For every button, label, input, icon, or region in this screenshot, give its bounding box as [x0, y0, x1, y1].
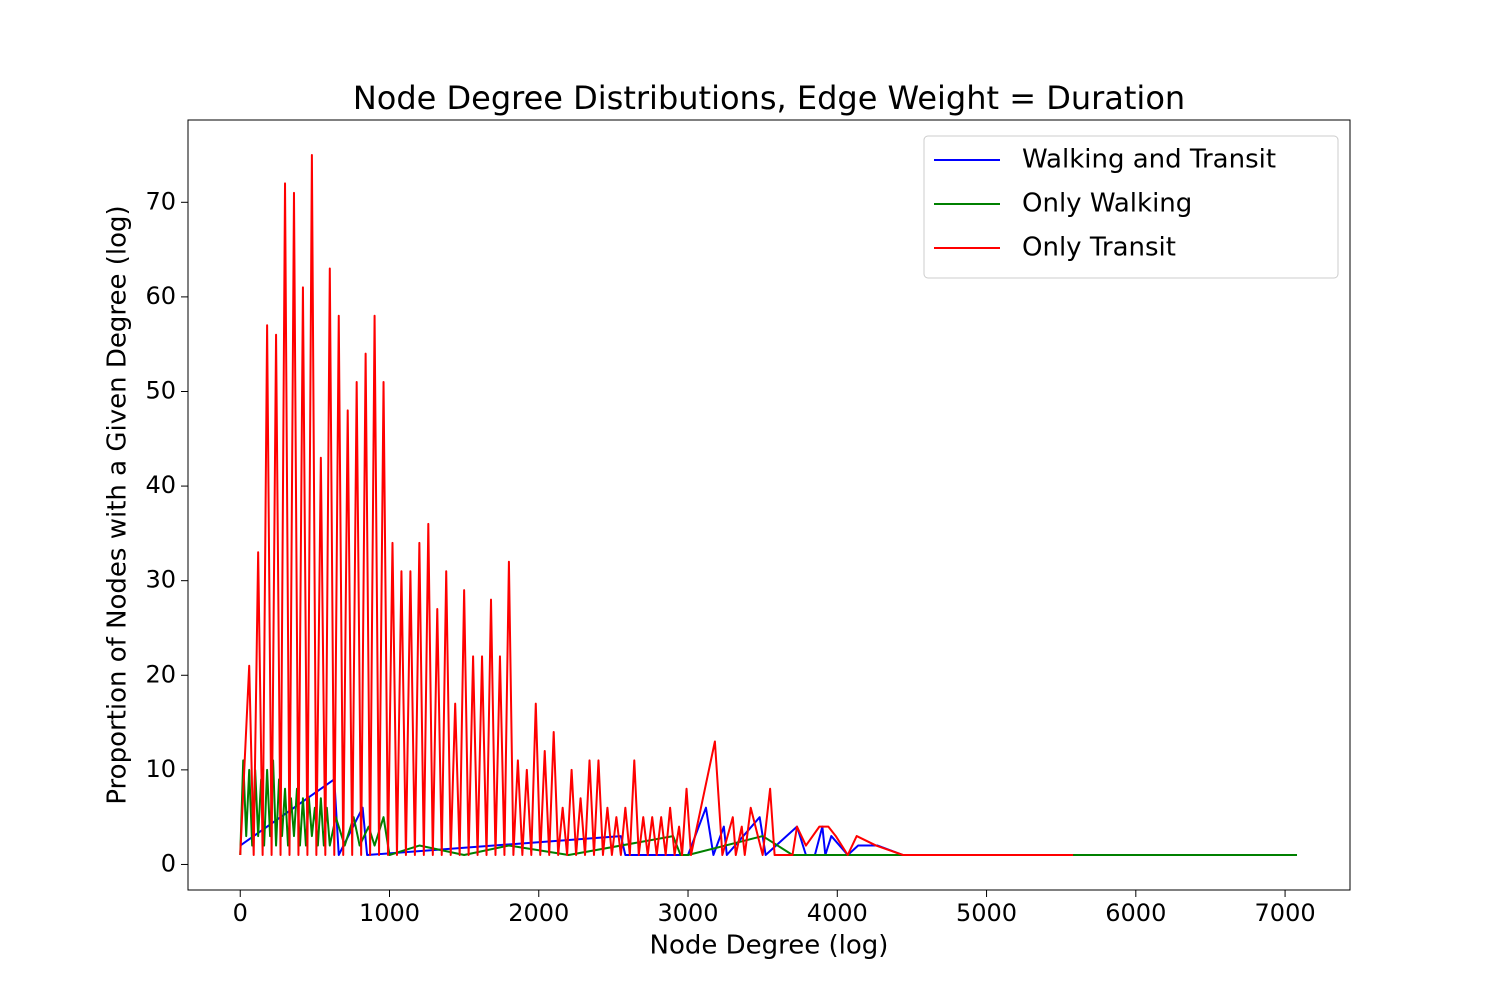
y-tick-label: 40	[145, 471, 176, 499]
y-tick-label: 0	[161, 849, 176, 877]
x-tick-label: 4000	[807, 899, 868, 927]
y-axis-label: Proportion of Nodes with a Given Degree …	[103, 205, 133, 804]
y-tick-label: 60	[145, 282, 176, 310]
x-tick-label: 3000	[657, 899, 718, 927]
plot-frame	[187, 119, 1351, 891]
chart-title: Node Degree Distributions, Edge Weight =…	[353, 79, 1185, 117]
legend-label: Only Transit	[1022, 233, 1176, 263]
legend-label: Only Walking	[1022, 189, 1192, 219]
series-line	[239, 154, 1074, 856]
x-tick-label: 1000	[359, 899, 420, 927]
y-tick-label: 10	[145, 755, 176, 783]
x-tick-label: 5000	[956, 899, 1017, 927]
legend-label: Walking and Transit	[1022, 145, 1276, 175]
x-tick-label: 0	[233, 899, 248, 927]
y-tick-label: 30	[145, 566, 176, 594]
x-axis-label: Node Degree (log)	[650, 931, 889, 961]
series-line	[239, 759, 1298, 856]
legend-box	[923, 135, 1339, 279]
y-tick-label: 70	[145, 187, 176, 215]
y-tick-label: 20	[145, 660, 176, 688]
x-tick-label: 2000	[508, 899, 569, 927]
x-tick-label: 7000	[1255, 899, 1316, 927]
x-tick-label: 6000	[1105, 899, 1166, 927]
y-tick-label: 50	[145, 376, 176, 404]
